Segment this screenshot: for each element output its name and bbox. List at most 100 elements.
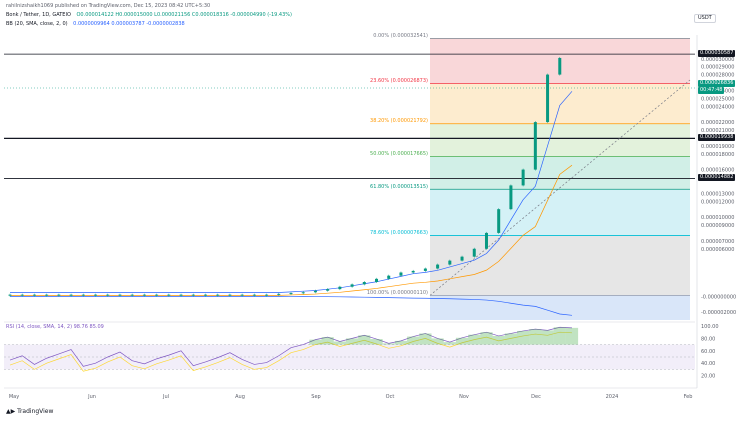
rsi-tick-label: 40.00 xyxy=(701,361,715,367)
fib-zone xyxy=(430,156,690,190)
candle-body xyxy=(228,294,232,296)
candle-body xyxy=(558,57,562,75)
price-badge: 0.000030587 xyxy=(698,50,736,58)
candle-body xyxy=(521,169,525,186)
candle-body xyxy=(45,294,49,296)
rsi-tick-label: 100.00 xyxy=(701,324,719,330)
candle-body xyxy=(350,284,354,287)
rsi-tick-label: 20.00 xyxy=(701,374,715,380)
candle-body xyxy=(216,294,220,296)
candle-body xyxy=(460,256,464,261)
candle-body xyxy=(411,270,415,273)
candle-body xyxy=(179,294,183,296)
fib-zone xyxy=(430,83,690,124)
candle-body xyxy=(277,293,281,295)
price-tick-label: 0.000009000 xyxy=(701,223,734,229)
fib-zone xyxy=(430,123,690,157)
candle-body xyxy=(289,293,293,295)
rsi-overbought-fill xyxy=(407,336,420,345)
time-tick-label: Oct xyxy=(386,394,395,400)
fib-zone xyxy=(430,189,690,236)
candle-body xyxy=(546,74,550,123)
rsi-overbought-fill xyxy=(455,337,469,345)
price-tick-label: 0.000019000 xyxy=(701,144,734,150)
candle-body xyxy=(20,294,24,296)
rsi-overbought-fill xyxy=(504,333,518,345)
rsi-overbought-fill xyxy=(480,332,493,345)
candle-body xyxy=(203,294,207,296)
price-badge: 00:47:48 xyxy=(698,86,725,94)
time-tick-label: Jun xyxy=(87,394,96,400)
time-tick-label: May xyxy=(9,394,19,400)
candle-body xyxy=(387,275,391,279)
rsi-overbought-fill xyxy=(358,335,371,345)
price-tick-label: 0.000028000 xyxy=(701,73,734,79)
candle-body xyxy=(484,232,488,249)
candle-body xyxy=(155,294,159,296)
time-axis: May Jun Jul Aug Sep Oct Nov Dec 2024 Feb xyxy=(4,387,697,400)
candle-body xyxy=(436,264,440,269)
rsi-ma-line xyxy=(9,331,573,372)
bb-values: 0.0000009964 0.000003787 -0.0000002838 xyxy=(73,21,185,27)
bb-upper-line xyxy=(10,91,573,293)
price-tick-label: 0.000025000 xyxy=(701,96,734,102)
rsi-overbought-fill xyxy=(443,342,456,345)
candle-body xyxy=(423,268,427,271)
logo-text: TradingView xyxy=(17,408,54,415)
candle-body xyxy=(472,248,476,257)
rsi-overbought-fill xyxy=(333,341,346,345)
candle-body xyxy=(142,294,146,296)
bb-line: BB (20, SMA, close, 2, 0) 0.0000009964 0… xyxy=(6,22,185,27)
price-tick-label: 0.000018000 xyxy=(701,152,734,158)
fib-level-label: 50.00% (0.000017665) xyxy=(370,151,428,157)
candle-body xyxy=(191,294,195,296)
bb-lower-line xyxy=(10,296,573,316)
rsi-overbought-fill xyxy=(541,330,554,345)
price-tick-label: 0.000012000 xyxy=(701,199,734,205)
candle-body xyxy=(326,289,330,291)
fib-level-label: 100.00% (0.000000110) xyxy=(367,290,428,296)
price-tick-label: 0.000007000 xyxy=(701,239,734,245)
price-tick-label: 0.000010000 xyxy=(701,215,734,221)
trend-line xyxy=(429,79,691,296)
price-tick-label: 0.000022000 xyxy=(701,120,734,126)
rsi-overbought-fill xyxy=(492,335,505,345)
candle-body xyxy=(240,294,244,296)
rsi-overbought-fill xyxy=(370,339,383,345)
bb-label: BB (20, SMA, close, 2, 0) xyxy=(6,21,68,27)
candle-body xyxy=(252,294,256,296)
time-tick-label: Sep xyxy=(311,394,320,400)
rsi-overbought-fill xyxy=(321,337,334,345)
fib-level-label: 61.80% (0.000013515) xyxy=(370,184,428,190)
rsi-tick-label: 80.00 xyxy=(701,336,715,342)
rsi-overbought-fill xyxy=(431,338,444,345)
candles xyxy=(8,56,562,297)
time-tick-label: Dec xyxy=(531,394,541,400)
price-tick-label: 0.000030000 xyxy=(701,57,734,63)
fib-level-label: 23.60% (0.000026873) xyxy=(370,78,428,84)
candle-body xyxy=(8,294,12,296)
price-tick-label: 0.000013000 xyxy=(701,191,734,197)
currency-button[interactable]: USDT xyxy=(694,14,716,23)
tv-logo-icon: ▲▶ xyxy=(6,408,16,415)
rsi-overbought-fill xyxy=(345,338,359,345)
price-tick-label: 0.000029000 xyxy=(701,65,734,71)
candle-body xyxy=(118,294,122,296)
fib-level-label: 38.20% (0.000021792) xyxy=(370,118,428,124)
price-tick-label: -0.000002000 xyxy=(701,310,736,316)
rsi-overbought-fill xyxy=(468,334,481,345)
candle-body xyxy=(497,209,501,233)
fib-level-label: 78.60% (0.000007663) xyxy=(370,230,428,236)
rsi-tick-label: 60.00 xyxy=(701,349,715,355)
price-tick-label: -0.000000000 xyxy=(701,294,736,300)
symbol-line: Bonk / Tether, 1D, GATEIO O0.000014122 H… xyxy=(6,13,292,18)
candle-body xyxy=(94,294,98,296)
candle-body xyxy=(301,292,305,294)
candle-body xyxy=(375,278,379,282)
rsi-overbought-fill xyxy=(553,327,566,345)
publisher-line: rahilnizshaikh1069 published on TradingV… xyxy=(6,3,211,9)
rsi-axis-ticks: 100.00 80.00 60.00 40.00 20.00 xyxy=(701,324,719,380)
horizontal-lines xyxy=(4,53,695,179)
candle-body xyxy=(81,294,85,296)
